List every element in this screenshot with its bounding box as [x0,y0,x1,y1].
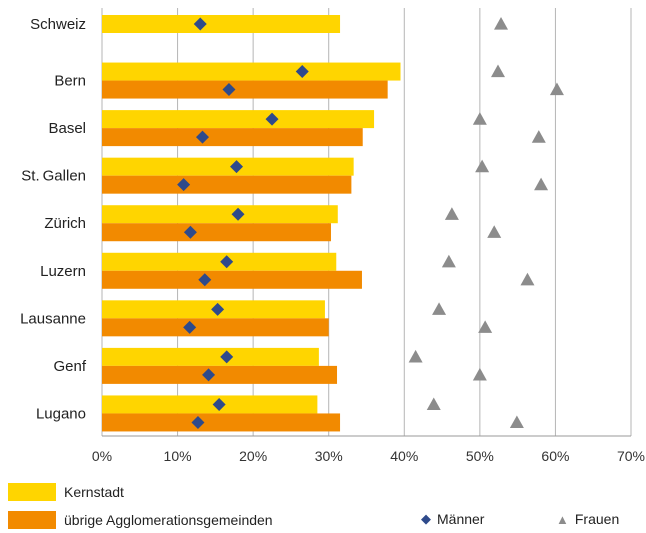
bar-agglo [102,128,363,147]
marker-maenner [196,130,210,144]
marker-maenner [212,397,226,411]
marker-frauen [531,130,546,143]
marker-maenner [198,273,212,287]
marker-maenner [295,65,309,79]
category-label: Bern [54,73,86,90]
bar-agglo [102,318,329,337]
category-label: Basel [48,120,86,137]
marker-frauen [408,349,423,363]
bar-kernstadt [102,347,319,366]
marker-frauen [432,302,447,315]
marker-frauen [487,225,502,238]
bar-kernstadt [102,395,318,414]
marker-maenner [177,178,191,192]
bar-agglo [102,413,341,432]
category-label: St. Gallen [21,168,86,185]
bar-kernstadt [102,157,354,176]
marker-maenner [220,350,234,364]
x-tick-label: 0% [92,448,112,464]
marker-frauen [494,17,509,30]
marker-frauen [490,64,505,78]
x-tick-label: 10% [164,448,192,464]
marker-maenner [265,112,279,126]
marker-frauen [509,415,524,429]
bar-kernstadt [102,110,375,129]
x-tick-label: 40% [390,448,418,464]
category-label: Zürich [44,215,86,232]
marker-frauen [444,207,459,220]
x-tick-label: 50% [466,448,494,464]
marker-maenner [193,17,207,31]
bar-agglo [102,175,352,194]
marker-frauen [478,320,493,333]
category-label: Genf [53,358,86,375]
marker-maenner [211,302,225,316]
marker-frauen [472,367,487,381]
bar-kernstadt [102,205,338,224]
x-tick-label: 30% [315,448,343,464]
marker-frauen [441,254,456,268]
marker-maenner [183,225,197,239]
x-tick-label: 20% [239,448,267,464]
bar-kernstadt [102,15,341,33]
marker-maenner [183,320,197,334]
marker-frauen [520,272,535,286]
bar-agglo [102,223,331,242]
marker-maenner [231,207,245,221]
marker-frauen [472,112,487,125]
bar-agglo [102,365,338,384]
marker-frauen [426,397,441,411]
marker-maenner [220,255,234,269]
marker-maenner [222,83,236,97]
x-tick-label: 70% [617,448,645,464]
marker-frauen [549,82,564,96]
marker-maenner [230,160,244,174]
category-label: Luzern [40,263,86,280]
bar-kernstadt [102,252,337,271]
bar-agglo [102,80,388,99]
marker-maenner [202,368,216,382]
bar-agglo [102,270,362,289]
marker-maenner [191,415,205,429]
x-tick-label: 60% [541,448,569,464]
category-label: Schweiz [30,16,86,33]
category-label: Lugano [36,405,86,422]
marker-frauen [475,159,490,173]
category-label: Lausanne [20,310,86,327]
marker-frauen [534,177,549,191]
bar-kernstadt [102,62,401,81]
